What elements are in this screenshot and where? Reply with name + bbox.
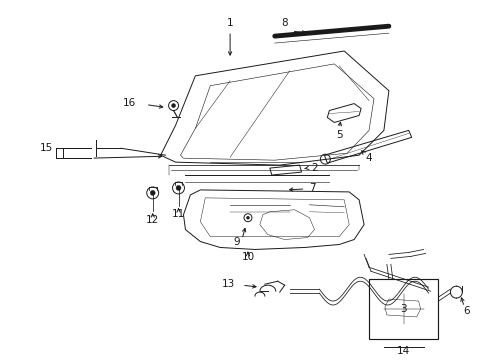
Text: 11: 11 <box>172 209 185 219</box>
Text: 4: 4 <box>365 153 371 163</box>
Circle shape <box>171 104 175 108</box>
Text: 14: 14 <box>396 346 409 356</box>
Text: 5: 5 <box>335 130 342 140</box>
Text: 8: 8 <box>281 18 287 28</box>
Circle shape <box>150 190 155 195</box>
Text: 1: 1 <box>226 18 233 28</box>
Text: 6: 6 <box>462 306 468 316</box>
Circle shape <box>246 216 249 219</box>
Text: 3: 3 <box>400 304 406 314</box>
Circle shape <box>176 185 181 190</box>
Bar <box>368 279 438 339</box>
Text: 7: 7 <box>309 183 315 193</box>
Text: 15: 15 <box>40 143 53 153</box>
Text: 12: 12 <box>146 215 159 225</box>
Text: 2: 2 <box>311 163 318 173</box>
Text: 9: 9 <box>233 237 240 247</box>
Text: 13: 13 <box>222 279 235 289</box>
Text: 10: 10 <box>241 252 254 262</box>
Text: 16: 16 <box>122 98 136 108</box>
